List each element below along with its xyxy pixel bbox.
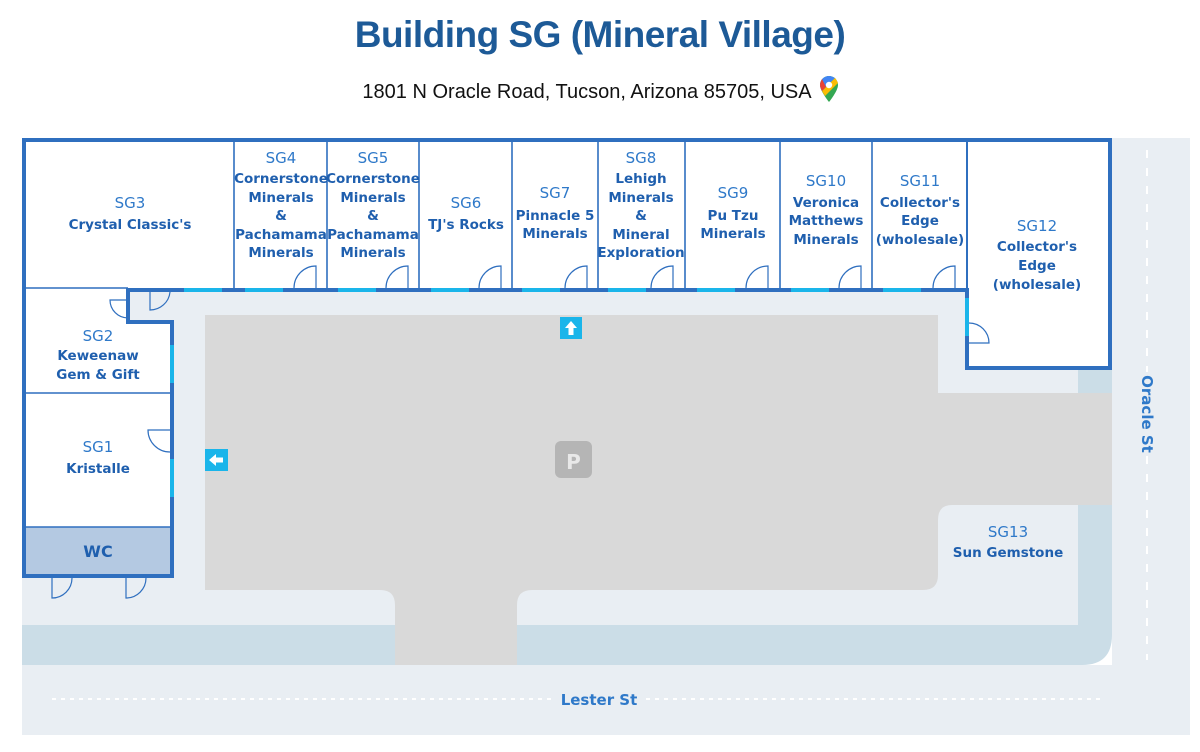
unit-sg8-name: &: [635, 208, 647, 224]
unit-sg10-code: SG10: [806, 172, 846, 190]
unit-sg11-code: SG11: [900, 172, 940, 190]
unit-sg7-name: Minerals: [522, 226, 587, 242]
unit-sg8-name: Minerals: [608, 190, 673, 206]
unit-sg5-name: &: [367, 208, 379, 224]
unit-sg8-code: SG8: [626, 149, 657, 167]
unit-sg7-name: Pinnacle 5: [516, 208, 595, 224]
unit-sg4-name: &: [275, 208, 287, 224]
unit-sg7-code: SG7: [540, 184, 571, 202]
unit-sg4-name: Minerals: [248, 245, 313, 261]
unit-sg9-name: Minerals: [700, 226, 765, 242]
unit-sg10-name: Matthews: [789, 213, 864, 229]
unit-sg4-code: SG4: [266, 149, 297, 167]
unit-sg13-name: Sun Gemstone: [953, 545, 1063, 561]
arrow-up-icon: [565, 321, 577, 335]
unit-sg9-code: SG9: [718, 184, 749, 202]
unit-sg8-name: Mineral: [612, 227, 669, 243]
unit-wc[interactable]: [26, 527, 170, 574]
driveway: [22, 370, 1112, 665]
oracle-label-bg: [1137, 372, 1157, 456]
unit-sg3-code: SG3: [115, 194, 146, 212]
address-text: 1801 N Oracle Road, Tucson, Arizona 8570…: [362, 81, 812, 103]
unit-sg12-name: (wholesale): [993, 277, 1081, 293]
lester-st-label: Lester St: [561, 691, 638, 709]
unit-sg13-code: SG13: [988, 523, 1028, 541]
address: 1801 N Oracle Road, Tucson, Arizona 8570…: [0, 76, 1200, 108]
unit-sg12-name: Edge: [1018, 258, 1056, 274]
unit-sg6-name: TJ's Rocks: [428, 217, 504, 233]
unit-sg1-name: Kristalle: [66, 461, 130, 477]
unit-sg1-code: SG1: [83, 438, 114, 456]
unit-sg8-name: Lehigh: [615, 171, 666, 187]
unit-sg4-name: Pachamama: [235, 227, 327, 243]
unit-sg9-name: Pu Tzu: [708, 208, 759, 224]
unit-sg12[interactable]: [967, 140, 1110, 368]
arrow-left-icon: [209, 454, 223, 466]
google-maps-pin-icon[interactable]: [819, 76, 838, 108]
unit-sg2-name: Gem & Gift: [56, 367, 140, 383]
unit-sg2-name: Keweenaw: [57, 348, 138, 364]
unit-sg6-code: SG6: [451, 194, 482, 212]
entrances: [170, 288, 969, 497]
entrance-arrow-left: [205, 449, 228, 471]
unit-sg2-code: SG2: [83, 327, 114, 345]
entrance-arrow-up: [560, 317, 582, 339]
parking-icon: P: [555, 441, 592, 478]
unit-sg3-name: Crystal Classic's: [69, 217, 192, 233]
unit-sg4-name: Cornerstone: [234, 171, 328, 187]
unit-sg4-name: Minerals: [248, 190, 313, 206]
unit-sg3[interactable]: [24, 140, 967, 290]
unit-sg5-name: Cornerstone: [326, 171, 420, 187]
unit-sg10-name: Minerals: [793, 232, 858, 248]
unit-sg5-code: SG5: [358, 149, 389, 167]
unit-sg12-name: Collector's: [997, 239, 1077, 255]
unit-labels: SG1 Kristalle SG2 Keweenaw Gem & Gift SG…: [56, 149, 1081, 561]
unit-sg5-name: Minerals: [340, 190, 405, 206]
unit-sg11-name: Collector's: [880, 195, 960, 211]
page-title: Building SG (Mineral Village): [354, 14, 846, 55]
interior-walls: [24, 140, 873, 528]
unit-sg5-name: Pachamama: [327, 227, 419, 243]
unit-sg5-name: Minerals: [340, 245, 405, 261]
oracle-st-label: Oracle St: [1138, 375, 1156, 453]
parking-lot: [205, 315, 1112, 665]
unit-sg10-name: Veronica: [793, 195, 859, 211]
unit-sg11-name: (wholesale): [876, 232, 964, 248]
wc-label: WC: [83, 542, 112, 561]
unit-sg11-name: Edge: [901, 213, 939, 229]
lester-label-bg: [555, 688, 643, 710]
unit-sg12-code: SG12: [1017, 217, 1057, 235]
door-swings: [51, 265, 990, 599]
unit-sg8-name: Exploration: [597, 245, 684, 261]
svg-text:P: P: [566, 450, 581, 474]
